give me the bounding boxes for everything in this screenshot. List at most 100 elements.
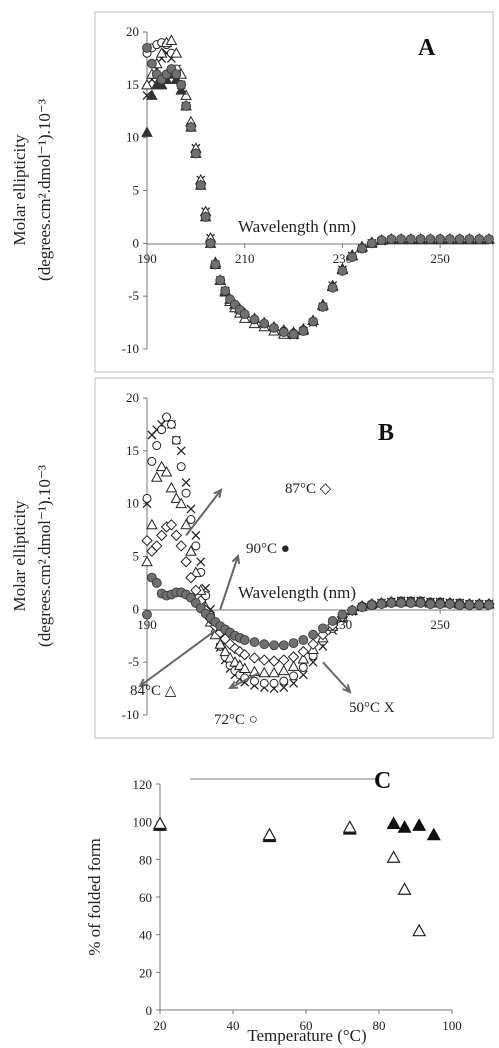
data-point — [166, 419, 176, 429]
x-tick-label: 190 — [137, 617, 157, 632]
data-point — [155, 460, 168, 472]
data-point — [186, 515, 196, 525]
data-point — [185, 545, 197, 556]
data-point — [278, 327, 289, 337]
data-point — [170, 529, 183, 542]
panel-b-ylabel-1: Molar ellipticity — [10, 500, 29, 611]
data-point — [342, 820, 357, 833]
x-tick-label: 230 — [333, 251, 353, 266]
panel-a-label: A — [418, 35, 436, 61]
data-point — [259, 639, 270, 650]
data-point — [224, 651, 236, 663]
y-tick-label: 100 — [133, 815, 153, 830]
data-point — [151, 578, 162, 588]
a-series-3 — [141, 68, 495, 337]
data-point — [219, 645, 232, 657]
data-point — [165, 481, 178, 493]
data-point — [181, 488, 191, 498]
data-point — [308, 316, 319, 327]
data-point — [249, 637, 260, 647]
data-point — [152, 816, 168, 829]
annotation-label: 87°C ◇ — [285, 481, 332, 497]
data-point — [484, 234, 494, 245]
y-tick-label: 120 — [133, 777, 153, 792]
data-point — [435, 599, 446, 609]
panel-a-xlabel: Wavelength (nm) — [238, 217, 356, 236]
data-point — [176, 79, 187, 90]
data-point — [186, 504, 196, 514]
data-point — [287, 651, 300, 663]
data-point — [445, 234, 455, 245]
data-point — [327, 282, 338, 293]
data-point — [215, 275, 226, 286]
data-point — [366, 600, 377, 611]
panel-a-ylabel-1: Molar ellipticity — [10, 134, 29, 245]
data-point — [298, 662, 308, 672]
data-point — [238, 662, 251, 674]
x-tick-label: 80 — [373, 1018, 386, 1033]
x-tick-label: 250 — [430, 251, 450, 266]
annotation-arrowhead — [227, 680, 239, 690]
data-point — [150, 471, 163, 482]
data-point — [287, 660, 300, 671]
panel-c-xlabel: Temperature (°C) — [247, 1026, 366, 1045]
data-point — [317, 301, 328, 312]
data-point — [170, 47, 183, 58]
y-tick-label: 5 — [133, 549, 140, 564]
data-point — [175, 540, 187, 552]
a-series-4 — [142, 42, 494, 340]
data-point — [220, 285, 231, 296]
panel-c-label: C — [374, 768, 391, 794]
data-point — [454, 600, 465, 611]
x-tick-label: 210 — [235, 251, 255, 266]
data-point — [162, 412, 172, 422]
data-point — [279, 683, 289, 692]
annotation-label: 50°C X — [349, 700, 395, 716]
data-point — [239, 309, 250, 320]
panel-a-frame — [94, 11, 494, 373]
panel-b-label: B — [378, 420, 394, 446]
data-point — [146, 89, 158, 100]
data-point — [279, 676, 289, 686]
data-point — [268, 655, 280, 667]
data-point — [386, 234, 397, 245]
data-point — [190, 148, 201, 159]
data-point — [412, 818, 427, 831]
b-series-4 — [142, 572, 494, 651]
data-point — [181, 101, 191, 111]
data-point — [191, 541, 201, 551]
data-point — [165, 519, 178, 531]
data-point — [288, 638, 299, 649]
data-point — [435, 234, 446, 245]
data-point — [366, 238, 377, 249]
y-tick-label: 10 — [126, 130, 139, 145]
data-point — [190, 566, 202, 577]
data-point — [397, 820, 412, 833]
annotation-arrowhead — [342, 684, 352, 694]
data-point — [259, 678, 269, 688]
y-tick-label: -5 — [128, 654, 139, 669]
annotation-arrow — [185, 489, 222, 536]
data-point — [146, 518, 158, 530]
data-point — [397, 882, 412, 895]
data-point — [165, 34, 178, 45]
data-point — [298, 635, 309, 645]
data-point — [239, 635, 250, 645]
x-tick-label: 250 — [430, 617, 450, 632]
data-point — [152, 441, 162, 451]
data-point — [376, 599, 387, 609]
y-tick-label: 80 — [139, 852, 152, 867]
a-series-2 — [141, 34, 495, 339]
data-point — [412, 923, 427, 937]
data-point — [307, 638, 319, 650]
x-tick-label: 60 — [300, 1018, 313, 1033]
data-point — [185, 571, 197, 584]
data-point — [396, 234, 406, 245]
annotation-arrowhead — [138, 678, 149, 688]
data-point — [288, 329, 299, 340]
a-series-0 — [142, 48, 494, 340]
data-point — [175, 497, 188, 509]
y-tick-label: -5 — [128, 288, 139, 303]
